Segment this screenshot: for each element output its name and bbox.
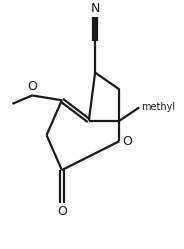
Text: O: O: [123, 135, 132, 148]
Text: O: O: [57, 205, 67, 218]
Text: O: O: [27, 80, 37, 93]
Text: methyl: methyl: [141, 103, 175, 113]
Text: N: N: [90, 2, 100, 15]
